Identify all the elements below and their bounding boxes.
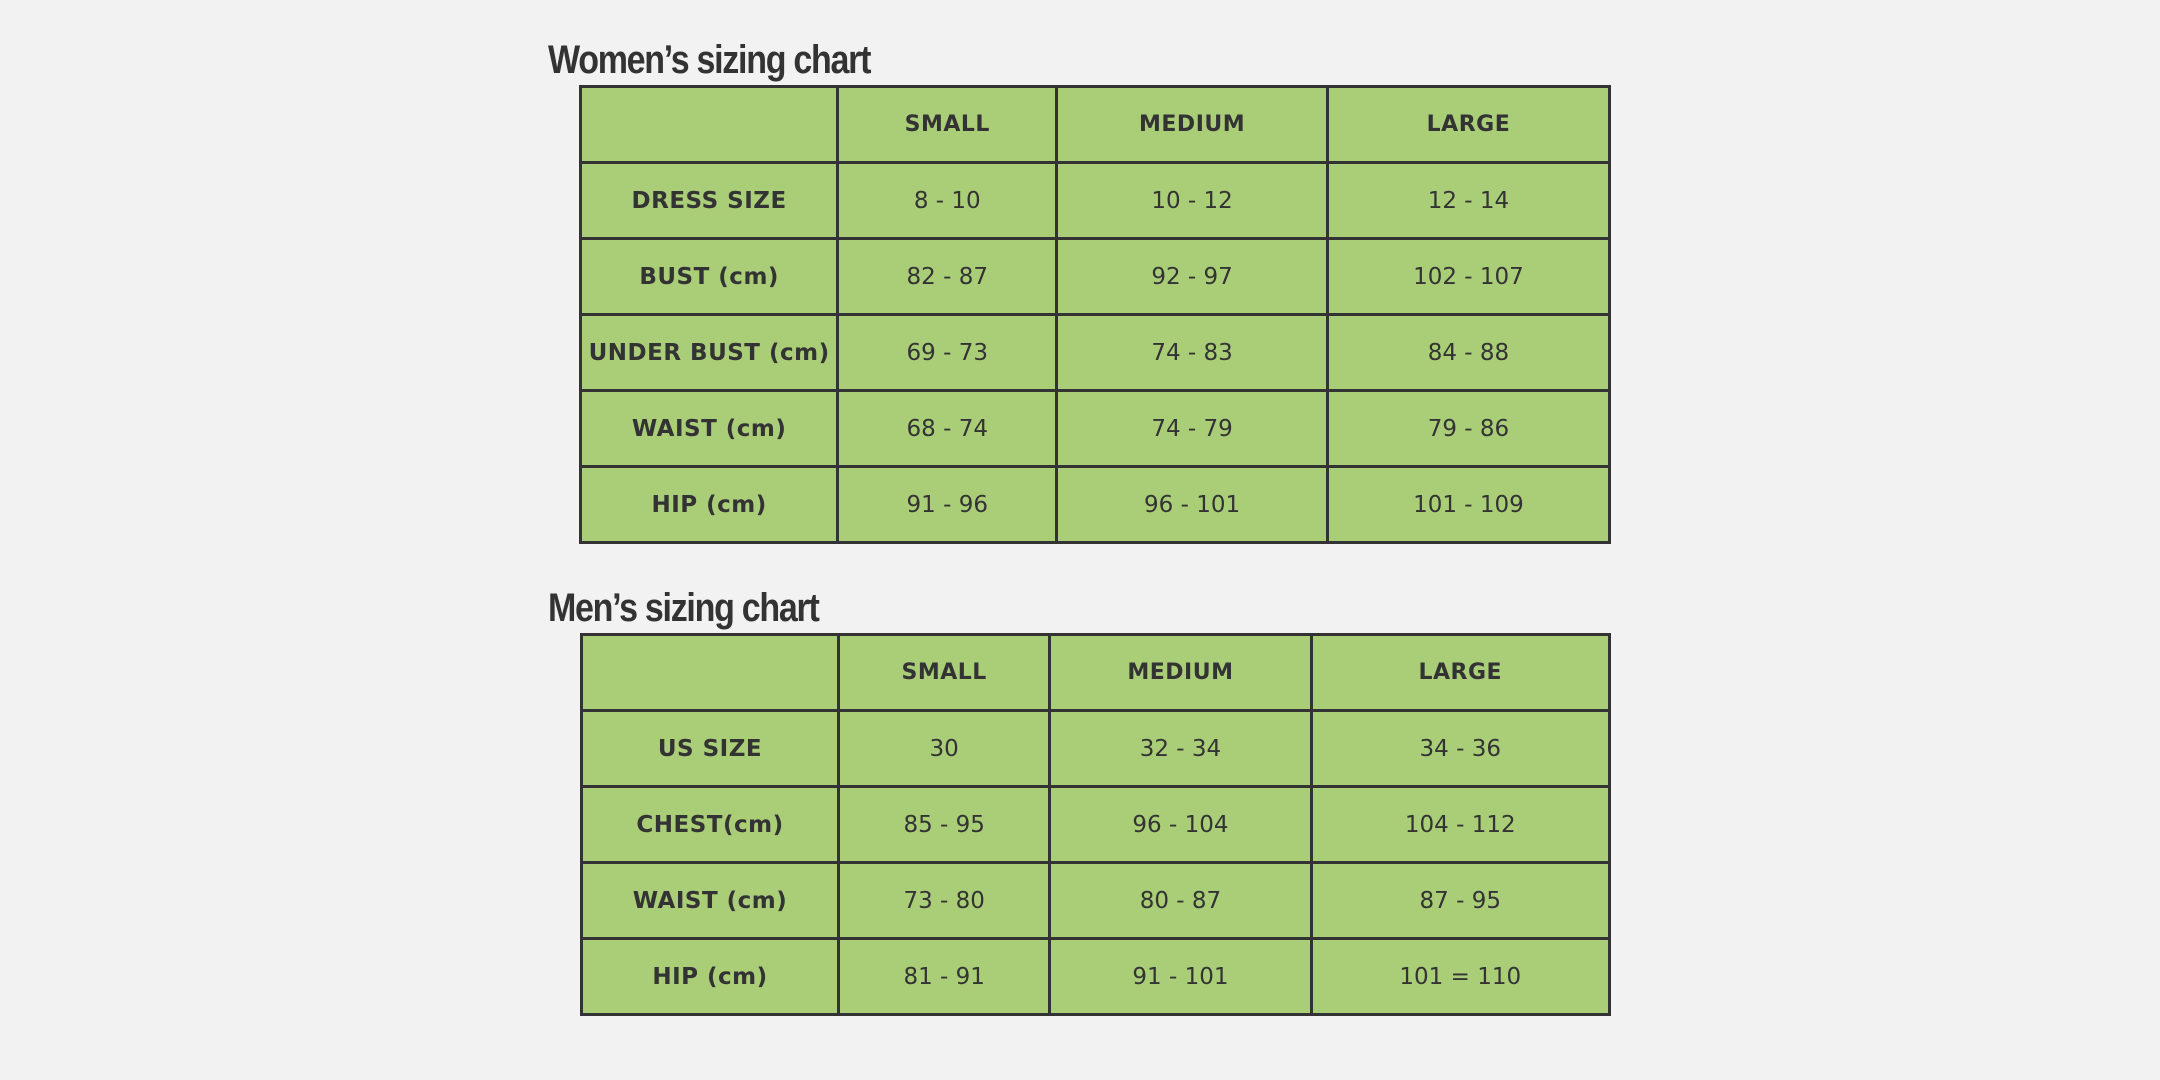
table-row: US SIZE 30 32 - 34 34 - 36 [580,709,1612,788]
header-row: SMALL MEDIUM LARGE [578,85,1612,164]
row-label: WAIST (cm) [578,389,840,468]
table-cell: 84 - 88 [1325,313,1612,392]
table-cell: 101 = 110 [1309,937,1612,1016]
men-table: SMALL MEDIUM LARGE US SIZE 30 32 - 34 34 - 36 C… [580,633,1612,1016]
header-cell: LARGE [1309,633,1612,712]
table-cell: 32 - 34 [1048,709,1313,788]
table-cell: 85 - 95 [836,785,1052,864]
table-cell: 30 [836,709,1052,788]
row-label: CHEST(cm) [580,785,840,864]
table-row: HIP (cm) 91 - 96 96 - 101 101 - 109 [578,465,1612,544]
table-cell: 10 - 12 [1055,161,1329,240]
table-cell: 87 - 95 [1309,861,1612,940]
row-label: DRESS SIZE [578,161,840,240]
women-title: Women’s sizing chart [548,38,871,82]
table-row: HIP (cm) 81 - 91 91 - 101 101 = 110 [580,937,1612,1016]
table-cell: 96 - 104 [1048,785,1313,864]
row-label: HIP (cm) [578,465,840,544]
table-row: WAIST (cm) 73 - 80 80 - 87 87 - 95 [580,861,1612,940]
row-label: WAIST (cm) [580,861,840,940]
table-cell: 91 - 96 [836,465,1059,544]
table-cell: 96 - 101 [1055,465,1329,544]
table-cell: 82 - 87 [836,237,1059,316]
header-cell: LARGE [1325,85,1612,164]
table-cell: 91 - 101 [1048,937,1313,1016]
table-cell: 69 - 73 [836,313,1059,392]
men-title: Men’s sizing chart [548,586,820,630]
table-cell: 74 - 79 [1055,389,1329,468]
table-cell: 74 - 83 [1055,313,1329,392]
table-cell: 80 - 87 [1048,861,1313,940]
table-cell: 34 - 36 [1309,709,1612,788]
table-cell: 73 - 80 [836,861,1052,940]
table-cell: 102 - 107 [1325,237,1612,316]
corner-cell [578,85,840,164]
table-cell: 92 - 97 [1055,237,1329,316]
header-cell: SMALL [836,85,1059,164]
row-label: UNDER BUST (cm) [578,313,840,392]
header-row: SMALL MEDIUM LARGE [580,633,1612,712]
table-cell: 101 - 109 [1325,465,1612,544]
table-row: UNDER BUST (cm) 69 - 73 74 - 83 84 - 88 [578,313,1612,392]
table-cell: 104 - 112 [1309,785,1612,864]
table-cell: 8 - 10 [836,161,1059,240]
table-row: BUST (cm) 82 - 87 92 - 97 102 - 107 [578,237,1612,316]
women-table: SMALL MEDIUM LARGE DRESS SIZE 8 - 10 10 - 12 1… [578,85,1612,544]
table-row: DRESS SIZE 8 - 10 10 - 12 12 - 14 [578,161,1612,240]
header-cell: SMALL [836,633,1052,712]
corner-cell [580,633,840,712]
table-row: WAIST (cm) 68 - 74 74 - 79 79 - 86 [578,389,1612,468]
header-cell: MEDIUM [1055,85,1329,164]
row-label: BUST (cm) [578,237,840,316]
row-label: US SIZE [580,709,840,788]
table-cell: 12 - 14 [1325,161,1612,240]
table-cell: 79 - 86 [1325,389,1612,468]
table-cell: 68 - 74 [836,389,1059,468]
table-cell: 81 - 91 [836,937,1052,1016]
row-label: HIP (cm) [580,937,840,1016]
table-row: CHEST(cm) 85 - 95 96 - 104 104 - 112 [580,785,1612,864]
header-cell: MEDIUM [1048,633,1313,712]
